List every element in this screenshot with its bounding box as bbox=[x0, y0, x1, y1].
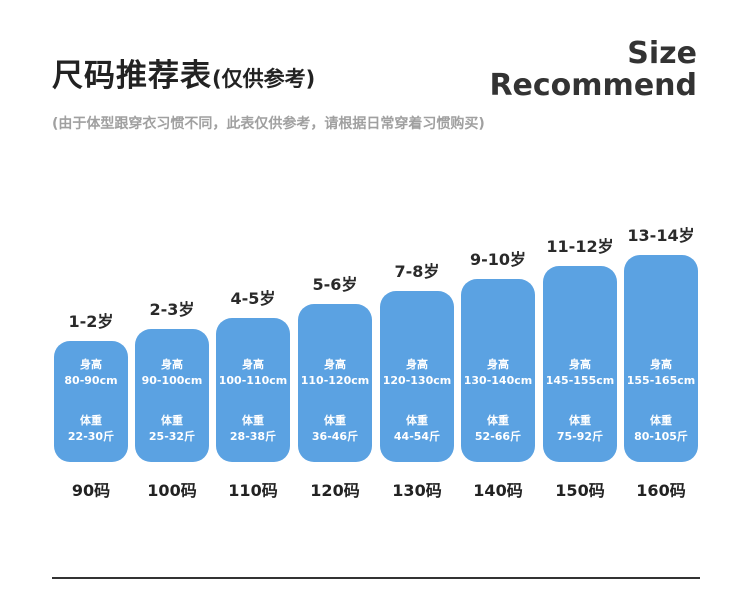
title-sub: (仅供参考) bbox=[212, 67, 316, 91]
height-value: 155-165cm bbox=[626, 374, 696, 387]
weight-value: 28-38斤 bbox=[229, 430, 277, 443]
age-label: 4-5岁 bbox=[230, 289, 276, 308]
age-label: 7-8岁 bbox=[394, 262, 440, 281]
age-label: 9-10岁 bbox=[469, 250, 527, 269]
height-value: 100-110cm bbox=[218, 374, 288, 387]
height-label: 身高 bbox=[80, 358, 102, 371]
height-value: 110-120cm bbox=[300, 374, 370, 387]
title-main: 尺码推荐表 bbox=[52, 58, 212, 94]
size-column: 13-14岁身高 155-165cm 体重 80-105斤 160码 bbox=[624, 0, 698, 500]
height-value: 130-140cm bbox=[463, 374, 533, 387]
english-title-line1: Size bbox=[627, 36, 697, 71]
size-code: 100码 bbox=[147, 481, 197, 500]
bottom-divider bbox=[52, 577, 700, 579]
english-title-line2: Recommend bbox=[489, 68, 697, 103]
size-bar bbox=[54, 341, 128, 462]
size-column: 7-8岁身高 120-130cm 体重 44-54斤 130码 bbox=[380, 0, 454, 500]
age-label: 11-12岁 bbox=[546, 237, 614, 256]
disclaimer-note: (由于体型跟穿衣习惯不同，此表仅供参考，请根据日常穿着习惯购买) bbox=[52, 116, 485, 132]
size-bar bbox=[298, 304, 372, 462]
age-label: 5-6岁 bbox=[312, 275, 358, 294]
english-title: Size Recommend bbox=[489, 38, 697, 102]
size-column: 11-12岁身高 145-155cm 体重 75-92斤 150码 bbox=[543, 0, 617, 500]
weight-value: 36-46斤 bbox=[311, 430, 359, 443]
height-label: 身高 bbox=[406, 358, 428, 371]
weight-value: 44-54斤 bbox=[393, 430, 441, 443]
height-label: 身高 bbox=[242, 358, 264, 371]
weight-value: 75-92斤 bbox=[556, 430, 604, 443]
size-column: 9-10岁身高 130-140cm 体重 52-66斤 140码 bbox=[461, 0, 535, 500]
size-bar bbox=[216, 318, 290, 462]
height-label: 身高 bbox=[569, 358, 591, 371]
size-bar bbox=[380, 291, 454, 462]
weight-label: 体重 bbox=[242, 414, 264, 427]
height-label: 身高 bbox=[324, 358, 346, 371]
size-column: 4-5岁身高 100-110cm 体重 28-38斤 110码 bbox=[216, 0, 290, 500]
size-code: 120码 bbox=[310, 481, 360, 500]
weight-value: 80-105斤 bbox=[634, 430, 688, 443]
height-label: 身高 bbox=[487, 358, 509, 371]
height-value: 80-90cm bbox=[64, 374, 118, 387]
weight-label: 体重 bbox=[406, 414, 428, 427]
weight-value: 22-30斤 bbox=[67, 430, 115, 443]
weight-label: 体重 bbox=[80, 414, 102, 427]
size-column: 5-6岁身高 110-120cm 体重 36-46斤 120码 bbox=[298, 0, 372, 500]
size-column: 1-2岁身高 80-90cm 体重 22-30斤 90码 bbox=[54, 0, 128, 500]
size-bar bbox=[461, 279, 535, 462]
weight-label: 体重 bbox=[650, 414, 672, 427]
page-title: 尺码推荐表(仅供参考) bbox=[52, 50, 315, 95]
size-bar bbox=[624, 255, 698, 462]
height-label: 身高 bbox=[161, 358, 183, 371]
weight-label: 体重 bbox=[324, 414, 346, 427]
size-code: 150码 bbox=[555, 481, 605, 500]
height-value: 90-100cm bbox=[141, 374, 203, 387]
size-bar bbox=[135, 329, 209, 462]
age-label: 1-2岁 bbox=[68, 312, 114, 331]
size-column: 2-3岁身高 90-100cm 体重 25-32斤 100码 bbox=[135, 0, 209, 500]
weight-label: 体重 bbox=[569, 414, 591, 427]
height-value: 120-130cm bbox=[382, 374, 452, 387]
size-code: 140码 bbox=[473, 481, 523, 500]
height-label: 身高 bbox=[650, 358, 672, 371]
weight-value: 25-32斤 bbox=[148, 430, 196, 443]
size-code: 130码 bbox=[392, 481, 442, 500]
age-label: 13-14岁 bbox=[627, 226, 695, 245]
size-code: 160码 bbox=[636, 481, 686, 500]
size-bar bbox=[543, 266, 617, 462]
weight-label: 体重 bbox=[487, 414, 509, 427]
weight-value: 52-66斤 bbox=[474, 430, 522, 443]
age-label: 2-3岁 bbox=[149, 300, 195, 319]
size-code: 110码 bbox=[228, 481, 278, 500]
height-value: 145-155cm bbox=[545, 374, 615, 387]
size-code: 90码 bbox=[71, 481, 111, 500]
weight-label: 体重 bbox=[161, 414, 183, 427]
